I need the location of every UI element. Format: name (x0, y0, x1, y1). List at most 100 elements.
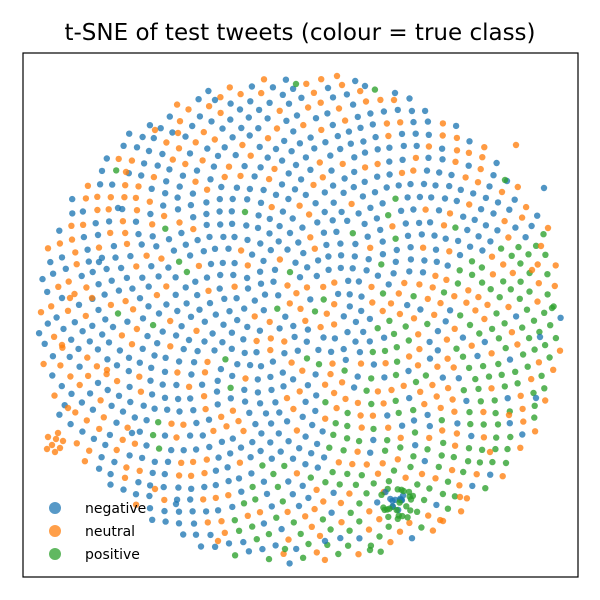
point-negative-558 (412, 442, 419, 449)
point-negative-198 (225, 245, 232, 252)
point-neutral-560 (440, 222, 448, 229)
point-negative-601 (127, 252, 134, 260)
point-neutral-1252 (58, 341, 66, 349)
point-neutral-424 (443, 276, 450, 283)
point-neutral-583 (225, 163, 233, 170)
point-negative-1116 (259, 545, 266, 553)
point-negative-857 (175, 484, 182, 491)
point-neutral-221 (201, 369, 209, 376)
point-negative-1049 (196, 113, 204, 120)
point-negative-76 (360, 328, 367, 336)
point-negative-1111 (132, 491, 140, 498)
point-negative-161 (201, 318, 208, 325)
point-neutral-483 (133, 325, 141, 333)
point-negative-200 (214, 377, 221, 384)
point-positive-705 (252, 496, 259, 503)
point-positive-1314 (394, 486, 401, 493)
point-negative-429 (397, 207, 405, 214)
point-neutral-187 (204, 358, 211, 366)
point-negative-329 (228, 208, 235, 215)
point-negative-342 (203, 221, 210, 229)
point-negative-378 (190, 407, 197, 414)
point-negative-540 (285, 478, 292, 485)
point-negative-1031 (380, 108, 388, 115)
point-negative-1185 (120, 142, 127, 149)
point-positive-964 (346, 527, 353, 534)
point-positive-1075 (113, 167, 120, 174)
point-negative-357 (205, 416, 213, 423)
point-negative-1086 (394, 106, 401, 114)
point-neutral-1251 (88, 294, 96, 302)
point-negative-669 (108, 277, 115, 284)
point-negative-439 (233, 184, 241, 191)
point-negative-69 (257, 363, 265, 370)
point-negative-1019 (337, 534, 344, 542)
point-neutral-105 (357, 360, 365, 367)
point-negative-863 (154, 162, 161, 169)
point-neutral-108 (296, 388, 303, 395)
point-negative-403 (433, 258, 440, 265)
point-negative-127 (212, 311, 219, 318)
point-positive-1139 (531, 402, 538, 409)
point-negative-724 (103, 265, 110, 273)
point-negative-730 (399, 156, 406, 163)
point-negative-81 (358, 293, 365, 300)
point-negative-937 (482, 194, 490, 202)
point-neutral-282 (268, 203, 275, 211)
point-positive-982 (493, 434, 500, 441)
point-negative-1115 (490, 172, 497, 179)
point-positive-812 (414, 481, 421, 488)
point-negative-1018 (425, 131, 432, 138)
point-neutral-957 (73, 261, 80, 268)
point-neutral-310 (185, 383, 193, 390)
point-neutral-38 (251, 313, 258, 320)
point-positive-1144 (544, 271, 551, 278)
point-negative-1183 (466, 138, 473, 145)
point-negative-1098 (98, 454, 105, 461)
point-positive-652 (479, 362, 487, 370)
point-positive-152 (381, 347, 389, 355)
point-negative-314 (419, 269, 427, 276)
point-negative-158 (241, 386, 248, 393)
point-neutral-426 (265, 175, 273, 183)
point-positive-1032 (385, 523, 392, 530)
point-positive-18 (320, 296, 327, 303)
point-positive-244 (332, 420, 339, 427)
point-positive-974 (524, 363, 531, 370)
point-neutral-1120 (377, 96, 384, 104)
point-positive-1134 (444, 505, 452, 512)
point-neutral-679 (178, 459, 185, 466)
point-positive-707 (485, 373, 493, 380)
point-negative-585 (125, 367, 132, 375)
point-positive-825 (450, 453, 457, 461)
point-neutral-52 (331, 279, 338, 286)
point-neutral-866 (341, 117, 349, 124)
point-negative-510 (351, 168, 358, 176)
point-negative-614 (115, 287, 123, 294)
point-neutral-1218 (321, 556, 329, 564)
point-neutral-808 (150, 173, 158, 181)
point-negative-297 (175, 358, 183, 365)
point-neutral-1153 (86, 447, 93, 454)
point-positive-951 (297, 530, 304, 538)
point-negative-457 (148, 263, 155, 270)
point-neutral-1288 (56, 444, 64, 452)
point-positive-953 (525, 334, 533, 342)
point-positive-1118 (538, 372, 545, 379)
point-neutral-164 (237, 247, 245, 254)
point-negative-149 (374, 272, 382, 279)
point-negative-878 (149, 469, 156, 477)
point-negative-960 (208, 118, 215, 125)
point-negative-906 (504, 395, 511, 402)
point-negative-1135 (49, 270, 57, 277)
point-neutral-485 (293, 470, 301, 477)
point-positive-1071 (507, 433, 514, 441)
point-positive-911 (517, 278, 524, 285)
point-neutral-523 (316, 159, 323, 166)
point-positive-306 (392, 235, 399, 242)
point-neutral-169 (205, 287, 212, 294)
point-neutral-189 (333, 404, 340, 412)
point-negative-680 (281, 137, 288, 145)
point-negative-396 (289, 455, 297, 462)
point-negative-630 (176, 183, 183, 190)
